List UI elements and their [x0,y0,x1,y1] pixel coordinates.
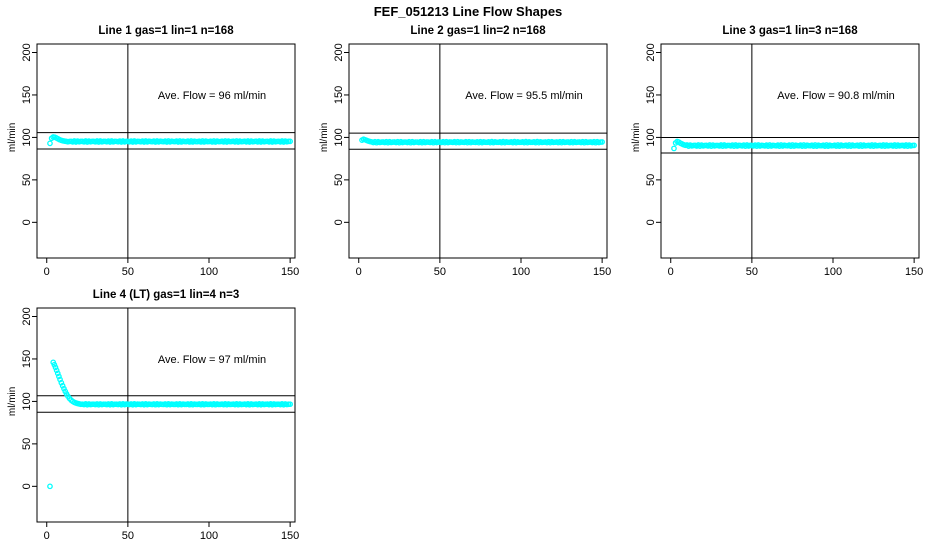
ave-flow-annotation: Ave. Flow = 96 ml/min [158,90,266,102]
y-axis: 0 50 100 150 200 [645,43,661,225]
y-axis-label: ml/min [7,387,18,416]
x-tick-label: 100 [200,266,218,278]
chart-canvas: Line 1 gas=1 lin=1 n=168 0 50 100 150 0 50 100 1… [7,25,299,278]
y-axis: 0 50 100 150 200 [333,43,349,225]
y-tick-label: 0 [21,219,33,225]
x-tick-label: 0 [44,266,50,278]
y-tick-label: 50 [21,438,33,450]
data-series [47,359,293,490]
y-tick-label: 150 [333,86,345,104]
x-tick-label: 50 [122,530,134,540]
x-axis: 0 50 100 150 [356,258,611,278]
x-axis: 0 50 100 150 [44,258,299,278]
subplot-line-2: Line 2 gas=1 lin=2 n=168 0 50 100 150 0 50 100 1… [312,0,624,278]
y-tick-label: 150 [21,350,33,368]
x-tick-label: 0 [44,530,50,540]
y-tick-label: 50 [645,174,657,186]
y-tick-label: 0 [21,483,33,489]
y-tick-label: 100 [21,128,33,146]
ave-flow-annotation: Ave. Flow = 90.8 ml/min [777,90,894,102]
x-tick-label: 150 [281,530,299,540]
y-tick-label: 150 [21,86,33,104]
y-tick-label: 100 [645,128,657,146]
y-tick-label: 200 [645,43,657,61]
x-tick-label: 150 [281,266,299,278]
x-tick-label: 100 [200,530,218,540]
y-tick-label: 200 [333,43,345,61]
subplot-line-3: Line 3 gas=1 lin=3 n=168 0 50 100 150 0 50 100 1… [624,0,936,278]
x-tick-label: 100 [824,266,842,278]
x-tick-label: 0 [356,266,362,278]
chart-canvas: Line 3 gas=1 lin=3 n=168 0 50 100 150 0 50 100 1… [631,25,923,278]
plot-box [36,307,296,523]
x-tick-label: 50 [434,266,446,278]
x-axis: 0 50 100 150 [668,258,923,278]
x-tick-label: 0 [668,266,674,278]
y-axis-label: ml/min [631,123,642,152]
subplot-line-4: Line 4 (LT) gas=1 lin=4 n=3 0 50 100 150 0 50 1… [0,264,312,540]
subplot-title: Line 1 gas=1 lin=1 n=168 [98,25,234,37]
plot-box [348,43,608,259]
data-series [671,138,917,152]
x-axis: 0 50 100 150 [44,522,299,540]
chart-canvas: Line 2 gas=1 lin=2 n=168 0 50 100 150 0 50 100 1… [319,25,611,278]
y-axis: 0 50 100 150 200 [21,43,37,225]
x-tick-label: 150 [905,266,923,278]
data-series [47,134,293,147]
y-axis-label: ml/min [319,123,330,152]
y-tick-label: 50 [333,174,345,186]
subplot-title: Line 4 (LT) gas=1 lin=4 n=3 [93,289,239,301]
subplot-line-1: Line 1 gas=1 lin=1 n=168 0 50 100 150 0 50 100 1… [0,0,312,278]
y-tick-label: 150 [645,86,657,104]
data-series [359,136,605,146]
y-axis-label: ml/min [7,123,18,152]
subplot-title: Line 3 gas=1 lin=3 n=168 [722,25,858,37]
page-title: FEF_051213 Line Flow Shapes [373,4,563,19]
y-axis: 0 50 100 150 200 [21,307,37,489]
ave-flow-annotation: Ave. Flow = 95.5 ml/min [465,90,582,102]
y-tick-label: 200 [21,43,33,61]
y-tick-label: 100 [21,392,33,410]
subplot-title: Line 2 gas=1 lin=2 n=168 [410,25,546,37]
x-tick-label: 50 [122,266,134,278]
plot-box [36,43,296,259]
x-tick-label: 100 [512,266,530,278]
x-tick-label: 150 [593,266,611,278]
ave-flow-annotation: Ave. Flow = 97 ml/min [158,354,266,366]
y-tick-label: 50 [21,174,33,186]
y-tick-label: 200 [21,307,33,325]
y-tick-label: 0 [333,219,345,225]
plot-box [660,43,920,259]
y-tick-label: 0 [645,219,657,225]
chart-canvas: Line 4 (LT) gas=1 lin=4 n=3 0 50 100 150 0 50 1… [7,289,299,540]
x-tick-label: 50 [746,266,758,278]
y-tick-label: 100 [333,128,345,146]
